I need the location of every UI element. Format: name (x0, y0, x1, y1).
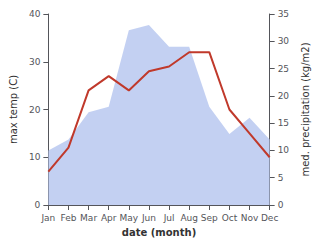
svg-text:Dec: Dec (261, 213, 278, 223)
svg-text:Nov: Nov (241, 213, 259, 223)
svg-text:0: 0 (35, 200, 41, 210)
svg-text:May: May (120, 213, 139, 223)
svg-text:Sep: Sep (201, 213, 218, 223)
svg-text:10: 10 (29, 152, 41, 162)
svg-text:med. precipitation (kg/m2): med. precipitation (kg/m2) (300, 42, 311, 176)
svg-text:Mar: Mar (80, 213, 97, 223)
svg-text:20: 20 (278, 91, 290, 101)
svg-text:0: 0 (278, 200, 284, 210)
svg-text:Apr: Apr (101, 213, 117, 223)
svg-text:40: 40 (29, 9, 41, 19)
svg-text:Oct: Oct (222, 213, 238, 223)
svg-text:15: 15 (278, 118, 289, 128)
svg-text:Jul: Jul (163, 213, 175, 223)
svg-text:Feb: Feb (61, 213, 77, 223)
svg-text:30: 30 (29, 57, 41, 67)
svg-text:Aug: Aug (180, 213, 198, 223)
svg-text:date (month): date (month) (122, 227, 196, 238)
svg-text:35: 35 (278, 9, 289, 19)
svg-text:Jan: Jan (40, 213, 55, 223)
svg-text:25: 25 (278, 64, 289, 74)
svg-text:20: 20 (29, 105, 41, 115)
svg-text:5: 5 (278, 173, 284, 183)
svg-text:30: 30 (278, 36, 290, 46)
svg-text:max temp (C): max temp (C) (8, 75, 19, 144)
svg-text:10: 10 (278, 145, 290, 155)
svg-text:Jun: Jun (141, 213, 156, 223)
